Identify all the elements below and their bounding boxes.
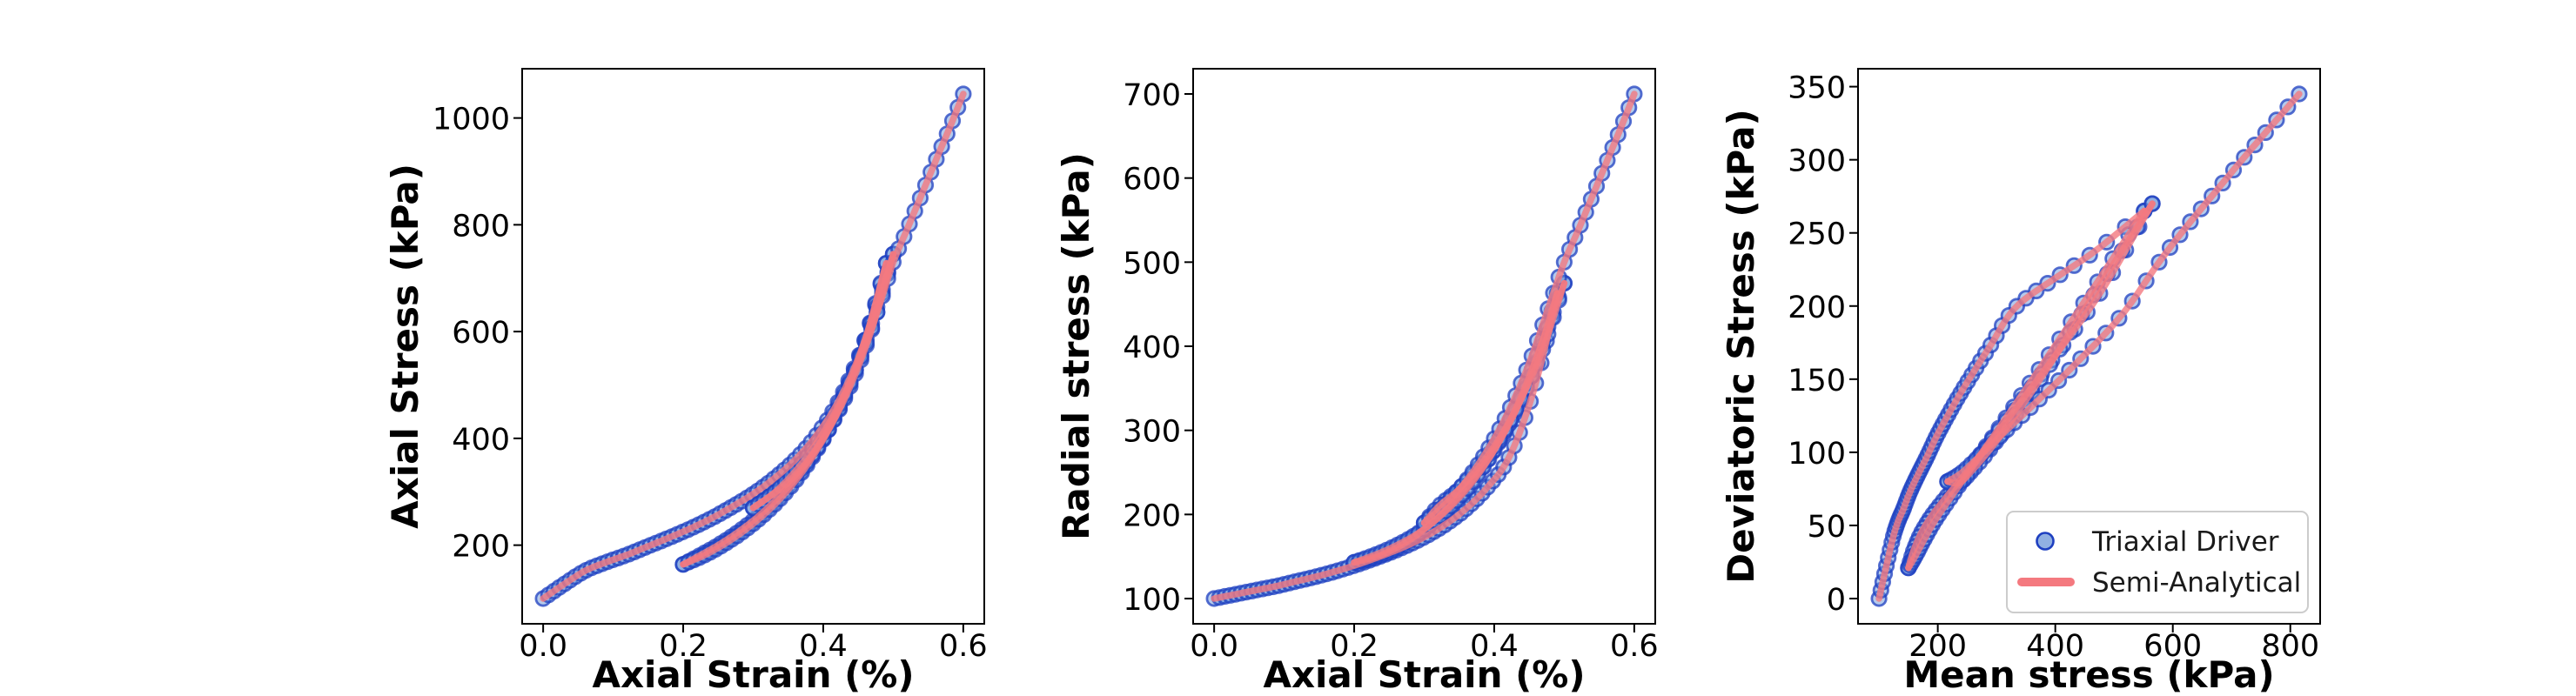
radial-stress-y-tick-label: 400 <box>1123 331 1181 365</box>
stress-path-y-axis-label: Deviatoric Stress (kPa) <box>1720 109 1762 584</box>
stress-path-y-tick-label: 250 <box>1788 218 1846 252</box>
legend-label-triaxial-driver: Triaxial Driver <box>2091 526 2279 558</box>
radial-stress-x-tick-label: 0.0 <box>1190 629 1238 664</box>
axial-stress-x-axis-label: Axial Strain (%) <box>592 653 914 696</box>
radial-stress-semi-analytical-line <box>1211 90 1638 602</box>
stress-path-y-tick-label: 0 <box>1827 583 1846 618</box>
axial-stress-semi-analytical-line <box>540 90 967 602</box>
legend-marker-icon <box>2036 532 2055 551</box>
stress-path-y-tick-label: 200 <box>1788 291 1846 325</box>
stress-path-x-axis-label: Mean stress (kPa) <box>1903 653 2274 696</box>
legend-box <box>2006 511 2309 613</box>
radial-stress-x-tick-label: 0.4 <box>1470 629 1519 664</box>
radial-stress-y-tick-label: 600 <box>1123 163 1181 197</box>
axial-stress-y-tick-label: 800 <box>452 209 510 244</box>
legend-label-semi-analytical: Semi-Analytical <box>2092 567 2301 599</box>
stress-path-semi-analytical-line <box>1875 90 2303 602</box>
radial-stress-y-tick-label: 200 <box>1123 499 1181 533</box>
stress-path-x-tick-label: 400 <box>2026 629 2084 664</box>
radial-stress-plot: 0.0 0.2 0.4 0.6 100 200 300 400 500 600 700 <box>1123 68 1659 664</box>
stress-path-plot: 200 400 600 800 0 50 100 150 200 250 300 350 <box>1788 68 2321 664</box>
radial-stress-y-tick-label: 300 <box>1123 415 1181 450</box>
axial-stress-x-tick-label: 0.0 <box>519 629 567 664</box>
radial-stress-x-tick-label: 0.6 <box>1610 629 1659 664</box>
stress-path-y-tick-label: 50 <box>1807 510 1846 545</box>
stress-path-x-tick-label: 800 <box>2261 629 2319 664</box>
axial-stress-y-tick-label: 400 <box>452 423 510 458</box>
radial-stress-y-tick-label: 700 <box>1123 78 1181 113</box>
stress-path-x-tick-label: 600 <box>2143 629 2202 664</box>
stress-path-y-tick-label: 300 <box>1788 144 1846 179</box>
legend-line-icon <box>2017 578 2075 586</box>
radial-stress-y-axis-label: Radial stress (kPa) <box>1055 152 1097 540</box>
axial-stress-y-tick-label: 200 <box>452 530 510 565</box>
legend: Triaxial Driver Semi-Analytical <box>2006 511 2309 613</box>
radial-stress-y-tick-label: 100 <box>1123 583 1181 618</box>
axial-stress-x-tick-label: 0.6 <box>939 629 988 664</box>
stress-path-y-tick-label: 150 <box>1788 364 1846 398</box>
stress-path-x-tick-label: 200 <box>1909 629 1967 664</box>
stress-path-y-tick-label: 350 <box>1788 71 1846 106</box>
radial-stress-x-tick-label: 0.2 <box>1330 629 1379 664</box>
axial-stress-y-axis-label: Axial Stress (kPa) <box>384 164 426 529</box>
axial-stress-y-tick-label: 600 <box>452 316 510 351</box>
radial-stress-y-tick-label: 500 <box>1123 246 1181 281</box>
stress-path-y-tick-label: 100 <box>1788 437 1846 472</box>
axial-stress-plot: 0.0 0.2 0.4 0.6 200 400 600 800 1000 <box>433 68 988 664</box>
axial-stress-x-tick-label: 0.2 <box>659 629 708 664</box>
axial-stress-x-tick-label: 0.4 <box>799 629 848 664</box>
axial-stress-y-tick-label: 1000 <box>433 103 510 137</box>
radial-stress-x-axis-label: Axial Strain (%) <box>1263 653 1585 696</box>
